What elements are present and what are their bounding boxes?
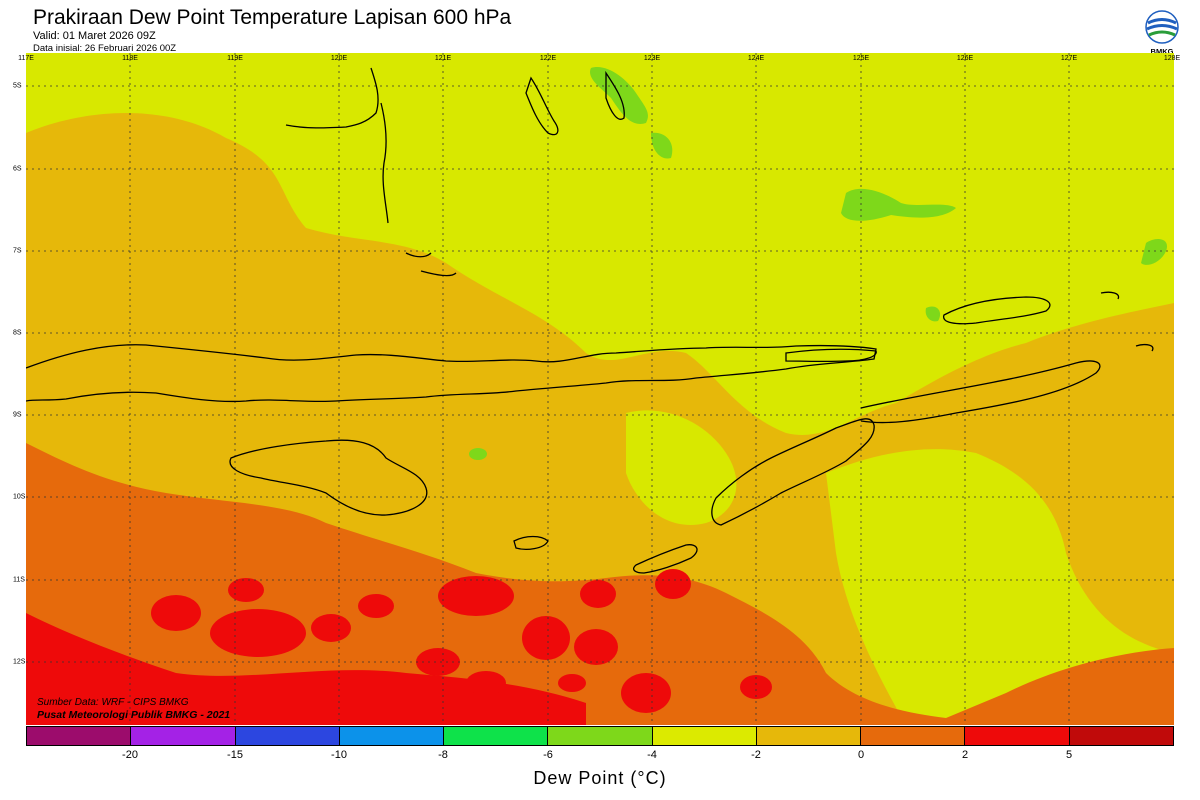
colorbar-segment xyxy=(548,727,653,745)
bmkg-logo-text: BMKG xyxy=(1150,47,1174,56)
field-green xyxy=(1141,239,1167,265)
colorbar-tick: -2 xyxy=(751,749,761,761)
coast-tanimbar-border xyxy=(860,360,1101,424)
lon-label: 125E xyxy=(852,55,870,62)
coast-flores-east xyxy=(785,348,877,363)
lat-label: 6S xyxy=(13,165,22,173)
field-green xyxy=(925,306,941,322)
colorbar xyxy=(26,726,1174,746)
lon-label: 122E xyxy=(539,55,557,62)
bmkg-logo: BMKG xyxy=(1141,8,1183,56)
map-grid xyxy=(26,53,1174,725)
data-source: Sumber Data: WRF - CIPS BMKG xyxy=(37,697,189,708)
field-green xyxy=(469,448,487,460)
red-blob xyxy=(228,578,264,602)
colorbar-segment xyxy=(861,727,966,745)
lon-label: 127E xyxy=(1060,55,1078,62)
colorbar-tick: 0 xyxy=(857,749,865,761)
colorbar-segment xyxy=(27,727,132,745)
coast-small-islands xyxy=(405,252,1154,352)
colorbar-segment xyxy=(1069,727,1173,745)
colorbar-segment xyxy=(652,727,757,745)
colorbar-segment xyxy=(131,727,236,745)
colorbar-tick: 2 xyxy=(961,749,969,761)
colorbar-segment xyxy=(339,727,445,745)
lat-label: 8S xyxy=(13,329,22,337)
colorbar-tick: -4 xyxy=(647,749,657,761)
field-red-south xyxy=(26,613,586,725)
lat-label: 7S xyxy=(13,247,22,255)
dew-point-map xyxy=(26,53,1174,725)
lon-label: 128E xyxy=(1163,55,1181,62)
field-yellow-center xyxy=(626,410,737,525)
red-blob xyxy=(621,673,671,713)
coast-wetar xyxy=(943,296,1051,325)
red-blob xyxy=(438,576,514,616)
institution: Pusat Meteorologi Publik BMKG - 2021 xyxy=(37,709,231,721)
field-green xyxy=(651,132,673,159)
coast-timor xyxy=(711,418,875,526)
bmkg-logo-icon xyxy=(1145,10,1179,44)
coast-buton xyxy=(525,76,559,136)
red-blob xyxy=(311,614,351,642)
colorbar-tick: -10 xyxy=(331,749,347,761)
red-blob xyxy=(210,609,306,657)
colorbar-tick: 5 xyxy=(1065,749,1073,761)
coast-sulawesi-south xyxy=(285,67,389,224)
lat-label: 11S xyxy=(13,576,25,584)
red-blob xyxy=(655,569,691,599)
red-blob xyxy=(574,629,618,665)
lat-label: 10S xyxy=(13,493,26,501)
field-green xyxy=(841,188,956,221)
red-blob xyxy=(416,648,460,676)
field-orange-light-north xyxy=(26,232,346,417)
lon-label: 120E xyxy=(330,55,348,62)
lon-label: 126E xyxy=(956,55,974,62)
valid-time: Valid: 01 Maret 2026 09Z xyxy=(33,30,156,42)
red-blob xyxy=(522,616,570,660)
coast-muna xyxy=(605,70,625,120)
colorbar-tick: -6 xyxy=(543,749,553,761)
lon-label: 118E xyxy=(122,55,138,62)
lat-label: 9S xyxy=(13,411,22,419)
map-canvas xyxy=(26,53,1174,725)
coast-sumba xyxy=(229,439,428,516)
red-blob xyxy=(466,671,506,695)
lat-label: 12S xyxy=(13,658,26,666)
lat-label: 5S xyxy=(13,82,22,90)
red-blob xyxy=(580,580,616,608)
coast-sawu xyxy=(513,535,549,550)
red-blob xyxy=(358,594,394,618)
colorbar-tick: -15 xyxy=(227,749,243,761)
coastlines xyxy=(26,67,1154,574)
field-yellow-east xyxy=(826,449,1174,725)
colorbar-segment xyxy=(444,727,549,745)
red-blob xyxy=(740,675,772,699)
lon-label: 119E xyxy=(227,55,243,62)
lon-label: 124E xyxy=(747,55,765,62)
colorbar-tick: -20 xyxy=(122,749,138,761)
colorbar-segment xyxy=(235,727,340,745)
lon-label: 123E xyxy=(643,55,661,62)
red-blob xyxy=(151,595,201,631)
lon-label: 117E xyxy=(18,55,34,62)
initial-data-time: Data inisial: 26 Februari 2026 00Z xyxy=(33,43,177,54)
colorbar-title: Dew Point (°C) xyxy=(533,768,667,788)
map-title: Prakiraan Dew Point Temperature Lapisan … xyxy=(33,6,512,29)
coast-rote xyxy=(633,544,698,574)
red-blob xyxy=(558,674,586,692)
lon-label: 121E xyxy=(434,55,452,62)
colorbar-segment xyxy=(756,727,862,745)
colorbar-tick: -8 xyxy=(438,749,448,761)
colorbar-segment xyxy=(965,727,1070,745)
